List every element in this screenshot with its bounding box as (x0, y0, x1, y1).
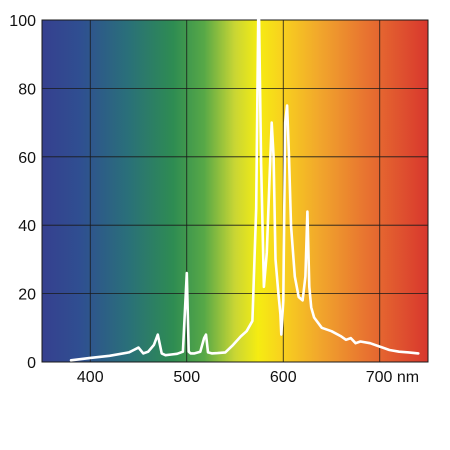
grid (41, 19, 429, 363)
x-tick-label-700: 700 nm (366, 369, 419, 386)
x-tick-label-500: 500 (173, 369, 200, 386)
x-axis-tick-labels: 400 500 600 700 nm (77, 369, 419, 386)
plot-background (42, 20, 428, 362)
y-tick-label-20: 20 (18, 287, 36, 304)
x-tick-label-600: 600 (270, 369, 297, 386)
y-tick-label-100: 100 (9, 13, 36, 30)
y-tick-label-0: 0 (27, 355, 36, 372)
y-tick-label-40: 40 (18, 218, 36, 235)
plot-border (41, 19, 429, 363)
y-axis-tick-labels: 0 20 40 60 80 100 (9, 13, 36, 372)
y-tick-label-80: 80 (18, 81, 36, 98)
spectrum-line-0 (69, 18, 420, 362)
x-tick-label-400: 400 (77, 369, 104, 386)
spectrum-series (69, 18, 420, 362)
y-tick-label-60: 60 (18, 150, 36, 167)
